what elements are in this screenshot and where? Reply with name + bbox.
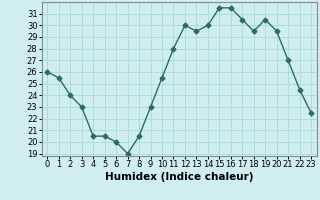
X-axis label: Humidex (Indice chaleur): Humidex (Indice chaleur) (105, 172, 253, 182)
